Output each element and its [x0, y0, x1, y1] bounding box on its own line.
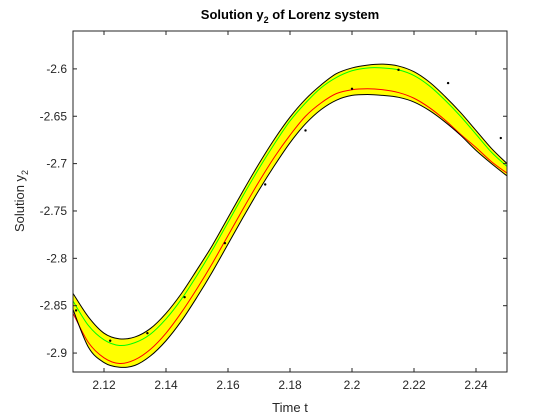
data-markers	[74, 68, 502, 342]
data-marker-2	[146, 331, 149, 335]
y-axis-ticks: -2.9 -2.85 -2.8 -2.75 -2.7 -2.65 -2.6	[40, 62, 507, 360]
x-tick-label-3: 2.18	[278, 378, 302, 392]
data-marker-10	[499, 136, 502, 140]
y-tick-label-1: -2.85	[40, 299, 68, 313]
chart-title: Solution y2 of Lorenz system	[201, 7, 379, 25]
confidence-band	[73, 64, 507, 368]
data-marker-5	[264, 183, 267, 186]
x-axis-label: Time t	[272, 400, 308, 415]
chart-title-main: Solution y	[201, 7, 265, 22]
series-line-3	[73, 93, 507, 368]
x-tick-label-0: 2.12	[92, 378, 116, 392]
data-marker-3	[183, 295, 186, 299]
x-tick-label-1: 2.14	[154, 378, 178, 392]
x-axis-ticks: 2.12 2.14 2.16 2.18 2.2 2.22 2.24	[92, 31, 488, 392]
data-marker-9	[446, 81, 450, 85]
y-axis-label-main: Solution y	[12, 174, 27, 232]
data-marker-8	[397, 68, 400, 72]
plot-content	[73, 63, 507, 368]
data-marker-0	[74, 309, 78, 312]
x-tick-label-4: 2.2	[344, 378, 361, 392]
x-tick-label-6: 2.24	[464, 378, 488, 392]
y-tick-label-5: -2.65	[40, 109, 68, 123]
x-tick-label-2: 2.16	[216, 378, 240, 392]
data-marker-6	[304, 129, 307, 132]
series-line-0	[73, 63, 507, 340]
plot-area	[73, 31, 507, 372]
y-axis-label-subscript: 2	[20, 170, 30, 175]
series-lines	[73, 63, 507, 368]
y-axis-label: Solution y2	[12, 170, 30, 232]
y-tick-label-2: -2.8	[46, 251, 67, 265]
chart-title-rest: of Lorenz system	[269, 7, 380, 22]
y-tick-label-0: -2.9	[46, 346, 67, 360]
chart-title-subscript: 2	[264, 15, 269, 25]
series-line-1	[73, 67, 507, 347]
data-marker-7	[350, 87, 354, 90]
x-tick-label-5: 2.22	[402, 378, 426, 392]
y-tick-label-4: -2.7	[46, 157, 67, 171]
data-marker-1	[109, 339, 112, 342]
data-marker-4	[223, 241, 227, 245]
y-tick-label-3: -2.75	[40, 204, 68, 218]
series-line-2	[73, 88, 507, 365]
y-tick-label-6: -2.6	[46, 62, 67, 76]
